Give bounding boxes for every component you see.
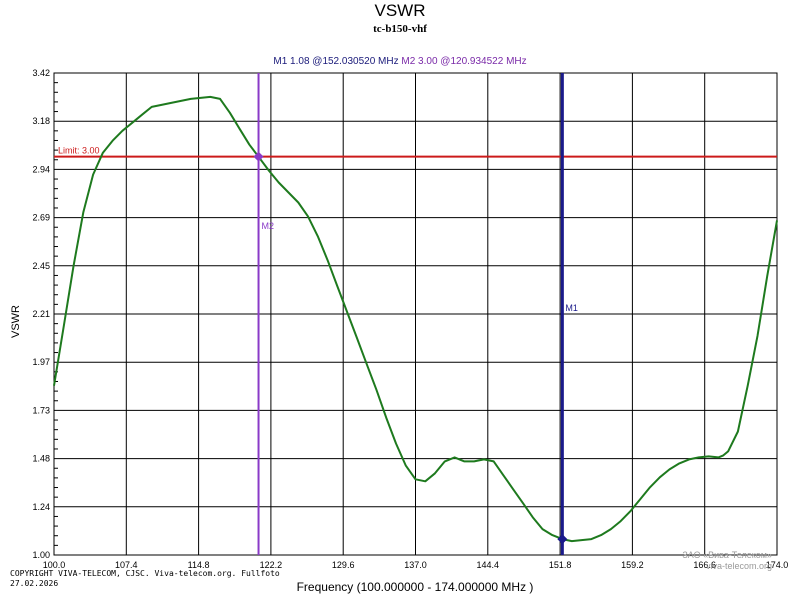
marker-label-m2: M2	[262, 221, 275, 231]
y-tick-label: 3.18	[32, 116, 50, 126]
marker-readout: M1 1.08 @152.030520 MHz M2 3.00 @120.934…	[0, 56, 800, 67]
y-tick-label: 1.24	[32, 502, 50, 512]
marker-label-m1: M1	[565, 303, 578, 313]
vswr-series-line	[53, 95, 778, 543]
limit-line-group: Limit: 3.00	[54, 146, 777, 158]
y-tick-label: 2.45	[32, 261, 50, 271]
copyright-line-1: COPYRIGHT VIVA-TELECOM, CJSC. Viva-telec…	[10, 569, 280, 578]
x-tick-label: 174.0	[766, 560, 789, 570]
watermark-line-2: viva-telecom.org	[705, 561, 772, 571]
x-tick-label: 137.0	[404, 560, 427, 570]
copyright-date: 27.02.2026	[10, 579, 59, 588]
x-tick-label: 159.2	[621, 560, 644, 570]
series-group	[53, 95, 778, 543]
marker-point-m1	[557, 534, 568, 545]
x-tick-label: 129.6	[332, 560, 355, 570]
x-tick-label: 144.4	[477, 560, 500, 570]
copyright-text: COPYRIGHT VIVA-TELECOM, CJSC. Viva-telec…	[10, 569, 280, 589]
y-tick-label: 1.97	[32, 357, 50, 367]
chart-subtitle: tc-b150-vhf	[373, 23, 427, 35]
watermark-line-1: ЗАО «Вива-Телеком»	[682, 550, 772, 560]
y-tick-label: 2.21	[32, 309, 50, 319]
x-tick-label: 166.6	[693, 560, 716, 570]
grid	[53, 72, 778, 556]
limit-label: Limit: 3.00	[58, 146, 100, 156]
chart-title: VSWR	[374, 1, 426, 20]
y-tick-label: 1.00	[32, 550, 50, 560]
watermark-text: ЗАО «Вива-Телеком» viva-telecom.org	[672, 550, 772, 572]
y-tick-label: 2.94	[32, 164, 50, 174]
marker-m1-readout: M1 1.08 @152.030520 MHz	[273, 56, 399, 67]
marker-m2-readout: M2 3.00 @120.934522 MHz	[401, 56, 527, 67]
marker-point-m2	[253, 151, 264, 162]
y-tick-label: 3.42	[32, 68, 50, 78]
ticks-group: 100.0 107.4 114.8 122.2 129.6 137.0 144.4 151.8…	[32, 68, 788, 570]
y-tick-label: 1.48	[32, 454, 50, 464]
x-tick-label: 100.0	[43, 560, 66, 570]
x-tick-label: 122.2	[260, 560, 283, 570]
x-tick-label: 114.8	[188, 560, 210, 570]
y-axis-label: VSWR	[10, 305, 22, 338]
y-tick-label: 1.73	[32, 405, 50, 415]
x-tick-label: 151.8	[549, 560, 572, 570]
x-tick-label: 107.4	[115, 560, 138, 570]
x-axis-label: Frequency (100.000000 - 174.000000 MHz )	[296, 580, 534, 594]
y-tick-label: 2.69	[32, 213, 50, 223]
marker-dots-group	[253, 151, 568, 545]
